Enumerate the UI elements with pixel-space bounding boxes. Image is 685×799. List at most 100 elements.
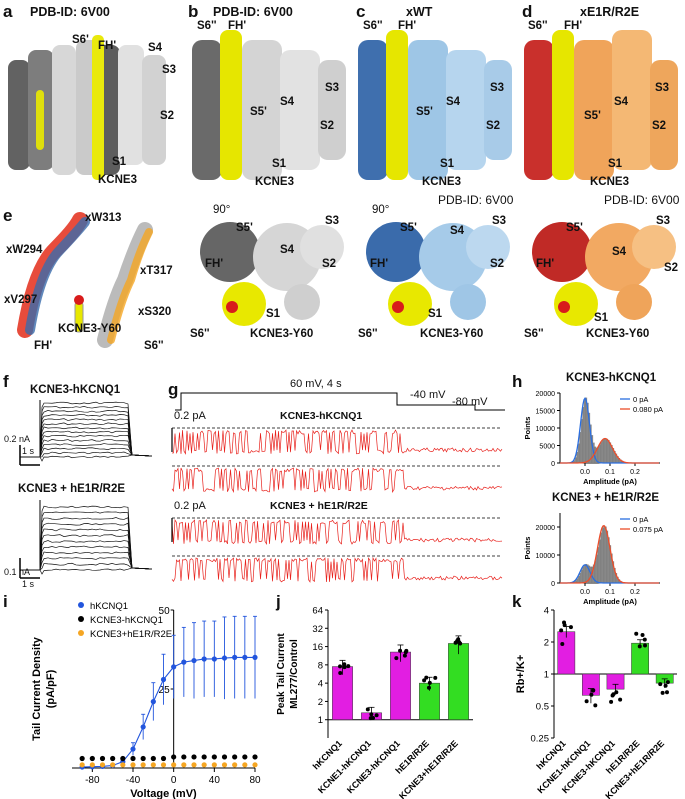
- label-c-2: S3: [490, 82, 505, 94]
- current-sweep: [20, 517, 153, 571]
- j-chart: 1248163264hKCNQ1KCNE1-hKCNQ1KCNE3-hKCNQ1…: [276, 606, 473, 799]
- data-point: [201, 656, 207, 662]
- label-c-12: S2: [490, 258, 505, 270]
- data-dot: [371, 716, 376, 721]
- panel-letter-c: c: [356, 2, 366, 21]
- f-scale2-x: 1 s: [22, 579, 35, 589]
- data-point: [140, 762, 146, 768]
- y-axis-label: Points: [523, 537, 532, 560]
- data-point: [232, 654, 238, 660]
- data-point: [211, 656, 217, 662]
- panel-letter-f: f: [3, 372, 9, 391]
- data-dot: [634, 631, 639, 636]
- label-c-8: S5': [400, 222, 417, 234]
- panel-letter-a: a: [3, 2, 13, 21]
- histogram-bar: [582, 407, 585, 464]
- data-point: [242, 654, 248, 660]
- y-tick-label: 15000: [536, 409, 556, 416]
- current-sweep: [20, 451, 153, 458]
- label-d-0: S6'': [528, 20, 548, 32]
- legend-label: hKCNQ1: [90, 601, 128, 612]
- x-axis-label: Amplitude (pA): [583, 597, 637, 606]
- x-tick-label: 0.2: [630, 589, 640, 596]
- data-point: [242, 754, 248, 760]
- current-sweep: [20, 414, 153, 458]
- data-dot: [611, 692, 616, 697]
- label-a-6: KCNE3: [98, 174, 137, 186]
- y-tick-label: 4: [318, 679, 323, 690]
- current-sweep: [20, 406, 153, 458]
- label-a-4: S2: [160, 110, 175, 122]
- histogram-bar: [600, 442, 603, 464]
- data-point: [79, 755, 85, 762]
- rotate-b: 90°: [213, 204, 231, 216]
- label-c-5: S2: [486, 120, 501, 132]
- label-b-14: S6'': [190, 328, 210, 340]
- f-trace1-image: [19, 400, 153, 466]
- data-point: [160, 676, 167, 683]
- data-point: [150, 699, 156, 705]
- panel-letter-d: d: [522, 2, 533, 21]
- data-point: [130, 746, 136, 752]
- data-point: [221, 762, 228, 768]
- pdb-c: PDB-ID: 6V00: [438, 193, 514, 207]
- legend-marker: [78, 602, 84, 608]
- data-dot: [422, 678, 427, 683]
- data-dot: [369, 712, 374, 717]
- data-point: [191, 754, 197, 760]
- label-e-6: FH': [34, 340, 53, 352]
- data-dot: [637, 644, 642, 649]
- data-dot: [568, 625, 573, 630]
- current-sweep: [20, 551, 153, 571]
- x-tick-label: 0.1: [605, 589, 615, 596]
- current-sweep: [20, 557, 153, 571]
- label-a-1: FH': [98, 40, 117, 52]
- data-point: [252, 654, 258, 660]
- panel-letter-i: i: [3, 592, 8, 611]
- histogram-bar: [603, 438, 606, 464]
- histogram-bar: [603, 525, 606, 584]
- current-sweep: [20, 418, 153, 458]
- data-point: [110, 762, 116, 768]
- x-tick-label: 80: [249, 775, 261, 786]
- g-traces2: [171, 517, 503, 583]
- fit-line: [82, 656, 255, 768]
- label-a-0: S6': [72, 34, 89, 46]
- label-b-2: S3: [325, 82, 340, 94]
- k-chart: 0.250.5124hKCNQ1KCNE1-hKCNQ1KCNE3-hKCNQ1…: [515, 606, 677, 799]
- y-tick-label: 1: [318, 715, 323, 726]
- data-dot: [398, 648, 403, 653]
- data-point: [221, 754, 228, 760]
- label-c-13: S1: [428, 308, 443, 320]
- single-channel-trace: [171, 467, 503, 494]
- f-trace2-image: [19, 500, 153, 579]
- category-label: KCNE3-hKCNQ1: [345, 738, 402, 795]
- y-tick-label: 50: [159, 606, 171, 617]
- current-sweep: [20, 505, 153, 571]
- y-tick-label: 25: [159, 685, 171, 696]
- label-d-13: S1: [594, 312, 609, 324]
- y-tick-label: 1: [544, 670, 549, 681]
- label-b-11: S4: [280, 244, 295, 256]
- histogram-bar: [598, 539, 601, 584]
- legend-label: 0 pA: [633, 395, 648, 404]
- data-point: [181, 762, 187, 768]
- data-dot: [342, 665, 347, 670]
- data-point: [252, 754, 258, 760]
- label-d-7: KCNE3: [590, 176, 629, 188]
- label-c-6: S1: [440, 158, 455, 170]
- y-tick-label: 16: [312, 642, 323, 653]
- label-e-5: KCNE3-Y60: [58, 323, 122, 335]
- data-dot: [455, 639, 460, 644]
- label-d-3: S4: [614, 96, 629, 108]
- label-c-9: S4: [450, 225, 465, 237]
- data-point: [211, 754, 217, 760]
- g-traces1: [171, 427, 503, 494]
- structure-e-image: [17, 212, 153, 348]
- data-dot: [458, 641, 463, 646]
- x-tick-label: -80: [85, 775, 100, 786]
- data-point: [150, 755, 156, 762]
- data-dot: [394, 656, 399, 661]
- data-dot: [346, 664, 351, 669]
- data-dot: [365, 707, 370, 712]
